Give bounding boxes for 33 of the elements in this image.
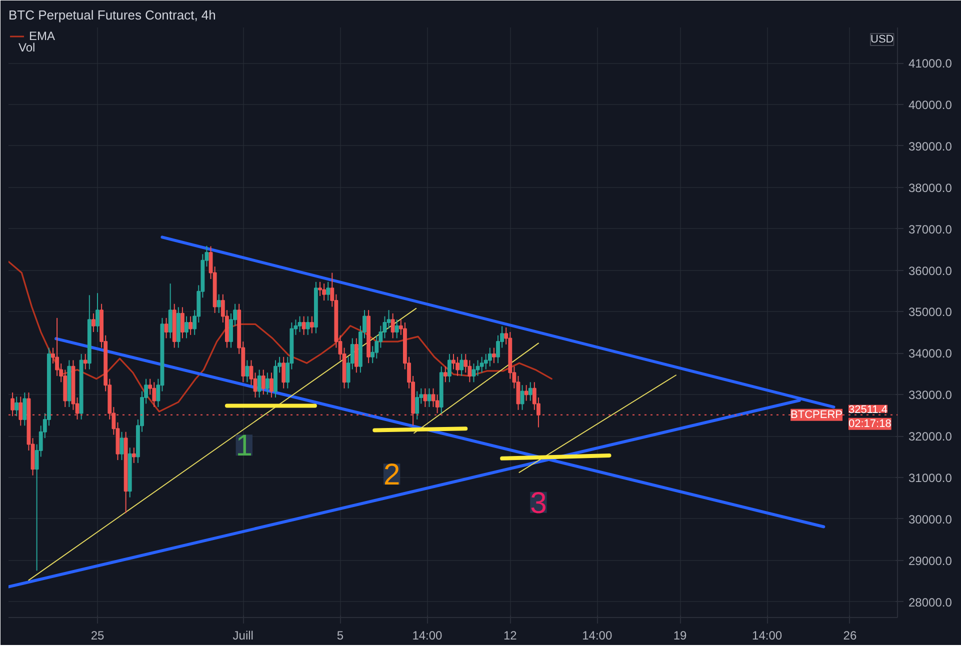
y-tick-label: 32000.0 — [908, 430, 952, 444]
annotation: 1 — [236, 430, 252, 463]
y-tick-label: 35000.0 — [908, 305, 952, 320]
y-tick-label: 39000.0 — [908, 139, 952, 154]
ref-line-label: BTCPERP — [790, 408, 843, 421]
annotation: Vol — [18, 40, 36, 54]
y-tick-label: 36000.0 — [908, 264, 952, 278]
y-tick-label: 41000.0 — [908, 56, 952, 71]
legend-label: EMA — [29, 29, 56, 43]
annotation: 02:17:18 — [848, 418, 892, 430]
annotation: 32511.4 — [848, 404, 888, 416]
y-tick-label: 34000.0 — [908, 346, 952, 361]
x-tick-label: 14:00 — [752, 628, 782, 642]
y-tick-label: 33000.0 — [908, 388, 952, 402]
y-tick-label: 40000.0 — [908, 98, 952, 112]
x-tick-label: 14:00 — [412, 628, 443, 642]
x-tick-label: 25 — [90, 628, 104, 642]
y-tick-label: 31000.0 — [908, 470, 952, 485]
y-tick-label: 30000.0 — [908, 512, 952, 526]
x-tick-label: 14:00 — [582, 628, 612, 642]
y-tick-label: 28000.0 — [908, 595, 952, 610]
annotation: 2 — [383, 458, 400, 492]
annotation: 3 — [530, 486, 547, 520]
y-tick-label: 37000.0 — [908, 222, 952, 236]
x-tick-label: 19 — [673, 628, 688, 642]
x-tick-label: 12 — [503, 628, 518, 642]
x-tick-label: Juill — [232, 628, 254, 642]
y-tick-label: 38000.0 — [908, 180, 952, 195]
y-tick-label: 29000.0 — [908, 554, 952, 568]
annotation: USD — [870, 34, 894, 46]
chart-title: BTC Perpetual Futures Contract, 4h — [8, 8, 216, 22]
x-tick-label: 5 — [336, 628, 344, 642]
x-tick-label: 26 — [843, 628, 857, 642]
